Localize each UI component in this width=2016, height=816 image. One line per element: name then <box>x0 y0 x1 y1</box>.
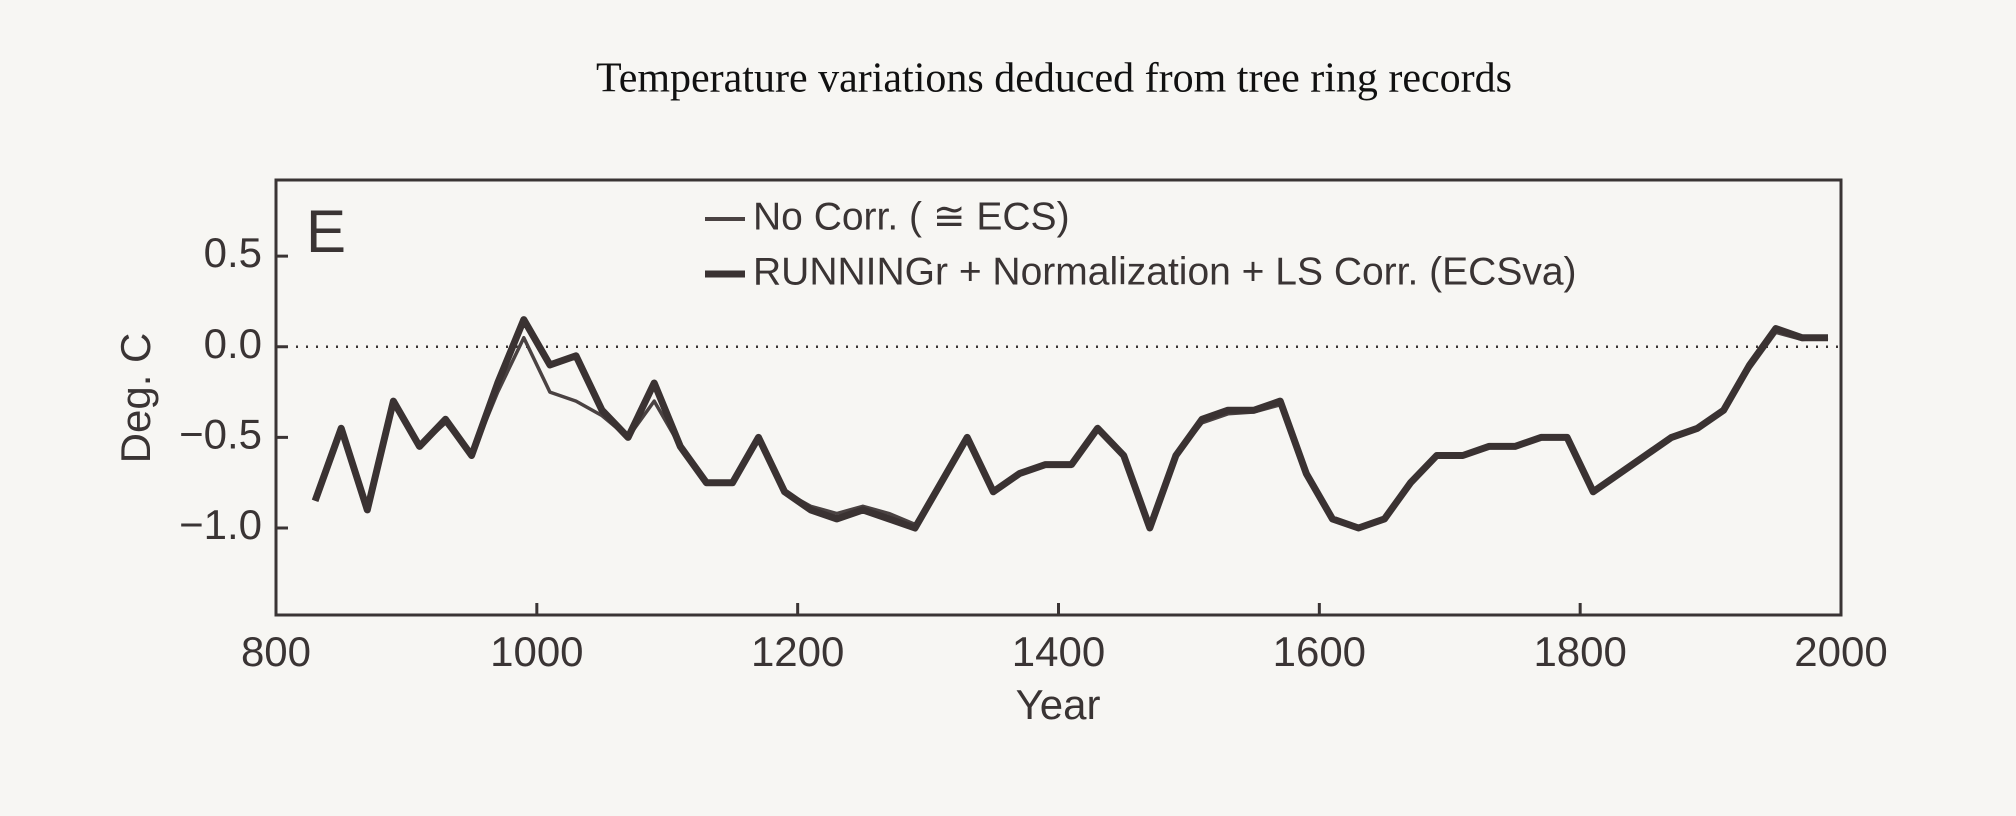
x-tick-label: 1000 <box>490 628 583 675</box>
y-axis-label: Deg. C <box>112 333 159 464</box>
x-tick-label: 1200 <box>751 628 844 675</box>
y-tick-label: −0.5 <box>179 410 262 457</box>
series-line <box>311 316 1828 532</box>
y-tick-label: −1.0 <box>179 501 262 548</box>
legend-label: No Corr. ( ≅ ECS) <box>753 195 1070 238</box>
x-tick-label: 1800 <box>1533 628 1626 675</box>
legend-label: RUNNINGr + Normalization + LS Corr. (ECS… <box>753 250 1577 293</box>
plot-frame <box>274 178 1843 617</box>
series-line <box>313 330 1829 530</box>
x-tick-label: 2000 <box>1794 628 1887 675</box>
y-tick-label: 0.5 <box>204 229 262 276</box>
x-axis-label: Year <box>1016 681 1101 728</box>
x-tick-label: 800 <box>241 628 311 675</box>
chart-title: Temperature variations deduced from tree… <box>596 56 1512 102</box>
panel-label: E <box>306 198 346 265</box>
x-tick-label: 1400 <box>1012 628 1105 675</box>
x-tick-label: 1600 <box>1273 628 1366 675</box>
y-tick-label: 0.0 <box>204 320 262 367</box>
